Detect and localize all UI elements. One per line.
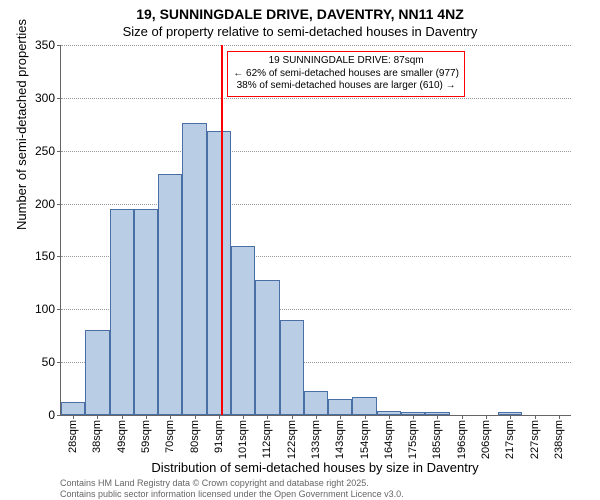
- histogram-bar: [304, 391, 328, 415]
- y-tick-mark: [57, 204, 61, 205]
- x-axis-label: Distribution of semi-detached houses by …: [60, 460, 570, 475]
- x-tick-mark: [73, 415, 74, 419]
- y-axis-label: Number of semi-detached properties: [14, 19, 29, 230]
- chart-container: 19, SUNNINGDALE DRIVE, DAVENTRY, NN11 4N…: [0, 0, 600, 500]
- x-tick-label: 70sqm: [164, 420, 176, 453]
- x-tick-label: 91sqm: [213, 420, 225, 453]
- y-tick-label: 350: [35, 38, 55, 52]
- gridline: [61, 45, 571, 46]
- y-tick-label: 50: [42, 355, 55, 369]
- x-tick-mark: [243, 415, 244, 419]
- x-tick-label: 112sqm: [261, 420, 273, 458]
- x-tick-label: 238sqm: [553, 420, 565, 459]
- x-tick-label: 59sqm: [140, 420, 152, 453]
- y-tick-mark: [57, 98, 61, 99]
- y-tick-mark: [57, 309, 61, 310]
- x-tick-mark: [413, 415, 414, 419]
- x-tick-mark: [122, 415, 123, 419]
- annotation-line-2: ← 62% of semi-detached houses are smalle…: [233, 68, 459, 81]
- footer-line-2: Contains public sector information licen…: [60, 489, 570, 499]
- x-tick-mark: [219, 415, 220, 419]
- histogram-bar: [328, 399, 352, 415]
- histogram-bar: [85, 330, 109, 415]
- x-tick-label: 217sqm: [504, 420, 516, 459]
- gridline: [61, 204, 571, 205]
- x-tick-mark: [340, 415, 341, 419]
- x-tick-label: 154sqm: [359, 420, 371, 459]
- y-tick-mark: [57, 256, 61, 257]
- y-tick-mark: [57, 415, 61, 416]
- x-tick-label: 28sqm: [67, 420, 79, 453]
- x-tick-mark: [535, 415, 536, 419]
- y-tick-label: 200: [35, 197, 55, 211]
- x-tick-label: 227sqm: [529, 420, 541, 459]
- x-tick-mark: [510, 415, 511, 419]
- x-tick-mark: [559, 415, 560, 419]
- histogram-bar: [158, 174, 182, 415]
- y-tick-label: 150: [35, 249, 55, 263]
- x-tick-label: 206sqm: [480, 420, 492, 459]
- annotation-box: 19 SUNNINGDALE DRIVE: 87sqm← 62% of semi…: [227, 51, 465, 97]
- x-tick-label: 80sqm: [189, 420, 201, 453]
- y-tick-label: 100: [35, 302, 55, 316]
- x-tick-label: 38sqm: [91, 420, 103, 453]
- histogram-bar: [255, 280, 279, 415]
- x-tick-label: 164sqm: [383, 420, 395, 459]
- gridline: [61, 98, 571, 99]
- x-tick-mark: [195, 415, 196, 419]
- x-tick-label: 49sqm: [116, 420, 128, 453]
- x-tick-label: 143sqm: [334, 420, 346, 459]
- chart-subtitle: Size of property relative to semi-detach…: [0, 24, 600, 39]
- x-tick-mark: [365, 415, 366, 419]
- histogram-bar: [231, 246, 255, 415]
- x-tick-label: 133sqm: [310, 420, 322, 459]
- y-tick-label: 300: [35, 91, 55, 105]
- x-tick-mark: [389, 415, 390, 419]
- footer-line-1: Contains HM Land Registry data © Crown c…: [60, 478, 570, 488]
- x-tick-label: 196sqm: [456, 420, 468, 459]
- x-tick-mark: [437, 415, 438, 419]
- histogram-bar: [182, 123, 206, 415]
- x-tick-mark: [97, 415, 98, 419]
- histogram-bar: [352, 397, 376, 415]
- histogram-bar: [110, 209, 134, 415]
- x-tick-label: 175sqm: [407, 420, 419, 459]
- x-tick-mark: [486, 415, 487, 419]
- histogram-bar: [280, 320, 304, 415]
- histogram-bar: [207, 131, 231, 415]
- chart-title: 19, SUNNINGDALE DRIVE, DAVENTRY, NN11 4N…: [0, 6, 600, 22]
- gridline: [61, 151, 571, 152]
- x-tick-mark: [316, 415, 317, 419]
- x-tick-mark: [170, 415, 171, 419]
- y-tick-label: 0: [48, 408, 55, 422]
- x-tick-mark: [292, 415, 293, 419]
- x-tick-mark: [267, 415, 268, 419]
- y-tick-label: 250: [35, 144, 55, 158]
- x-tick-label: 101sqm: [237, 420, 249, 459]
- x-tick-label: 185sqm: [431, 420, 443, 459]
- y-tick-mark: [57, 151, 61, 152]
- x-tick-mark: [462, 415, 463, 419]
- annotation-line-3: 38% of semi-detached houses are larger (…: [233, 80, 459, 93]
- y-tick-mark: [57, 45, 61, 46]
- histogram-bar: [134, 209, 158, 415]
- x-tick-label: 122sqm: [286, 420, 298, 459]
- histogram-bar: [61, 402, 85, 415]
- plot-area: 05010015020025030035028sqm38sqm49sqm59sq…: [60, 45, 571, 416]
- marker-line: [221, 45, 223, 415]
- x-tick-mark: [146, 415, 147, 419]
- annotation-line-1: 19 SUNNINGDALE DRIVE: 87sqm: [233, 55, 459, 68]
- y-tick-mark: [57, 362, 61, 363]
